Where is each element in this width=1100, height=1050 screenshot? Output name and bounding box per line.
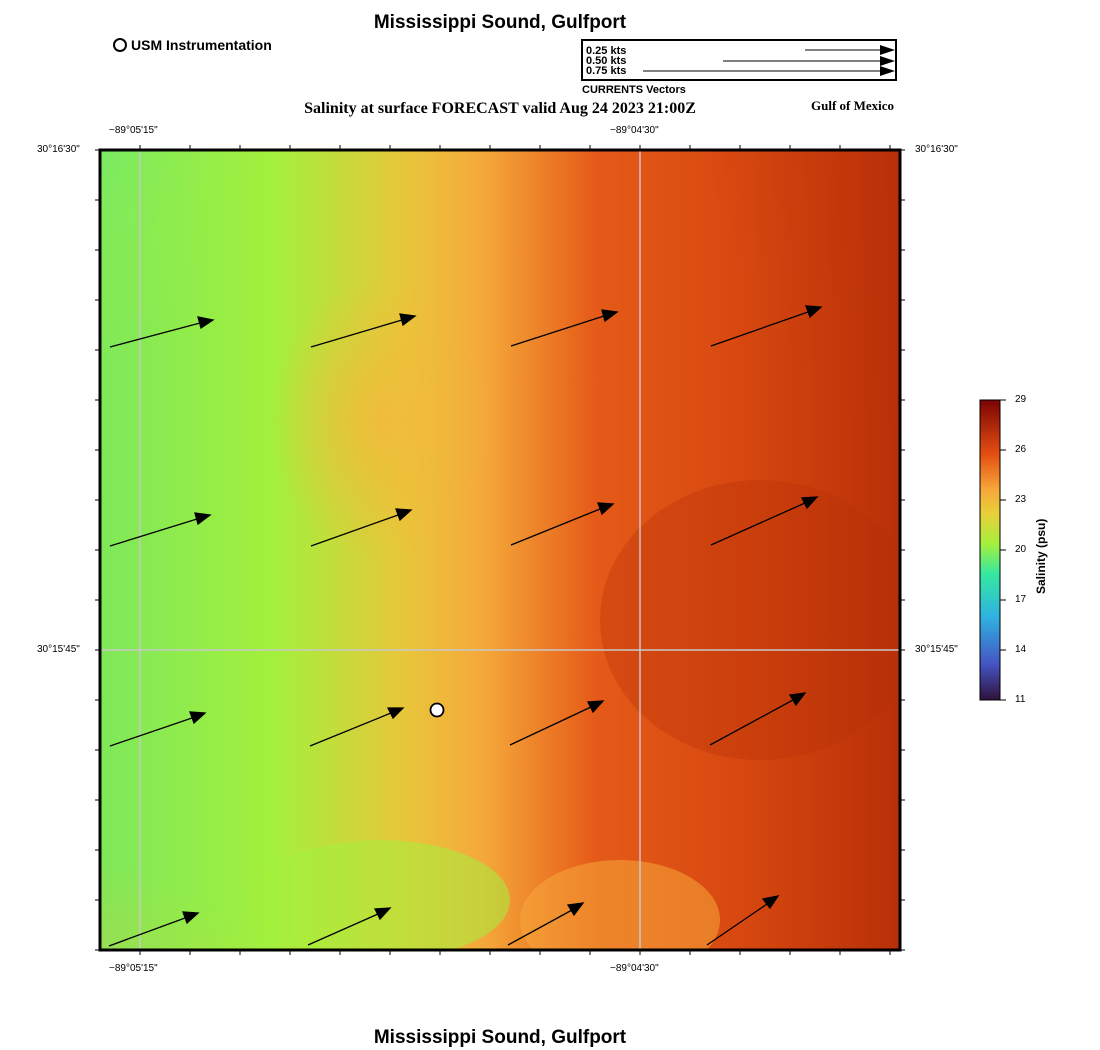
arrow-icon bbox=[194, 512, 212, 526]
colorbar-tick-label: 17 bbox=[1015, 594, 1027, 605]
lon-tick-label-bottom: −89°05'15" bbox=[109, 963, 158, 974]
arrow-icon bbox=[800, 496, 819, 510]
arrow-icon bbox=[805, 305, 823, 319]
arrow-icon bbox=[395, 508, 413, 522]
map-title: Mississippi Sound, Gulfport bbox=[373, 12, 627, 33]
arrow-icon bbox=[788, 692, 807, 707]
vector-legend-row-075: 0.75 kts bbox=[586, 65, 627, 77]
colorbar-tick-label: 29 bbox=[1015, 394, 1027, 405]
arrow-icon bbox=[880, 56, 895, 66]
lon-tick-label-bottom: −89°04'30" bbox=[610, 963, 659, 974]
current-vectors bbox=[108, 305, 823, 947]
arrow-icon bbox=[386, 707, 405, 720]
colorbar-tick-label: 20 bbox=[1015, 544, 1027, 555]
vector-legend-box: 0.25 kts 0.50 kts 0.75 kts bbox=[581, 39, 897, 81]
station-legend: USM Instrumentation bbox=[113, 37, 272, 53]
arrow-icon bbox=[189, 711, 207, 725]
lon-tick-label-top: −89°05'15" bbox=[109, 125, 158, 136]
map-footer-title: Mississippi Sound, Gulfport bbox=[373, 1027, 627, 1048]
station-legend-label: USM Instrumentation bbox=[131, 37, 272, 53]
lat-tick-label-right: 30°15'45" bbox=[915, 644, 958, 655]
arrow-icon bbox=[761, 895, 780, 910]
vector-legend-row-050: 0.50 kts bbox=[586, 55, 627, 67]
arrow-icon bbox=[373, 907, 392, 921]
map-subtitle: Salinity at surface FORECAST valid Aug 2… bbox=[304, 100, 696, 117]
lat-tick-label-left: 30°15'45" bbox=[37, 644, 80, 655]
vector-legend-caption: CURRENTS Vectors bbox=[582, 84, 686, 96]
arrow-icon bbox=[880, 66, 895, 76]
graticule bbox=[100, 150, 900, 950]
arrow-icon bbox=[182, 911, 200, 925]
station-marker-icon[interactable] bbox=[429, 702, 445, 718]
colorbar-tick-label: 26 bbox=[1015, 444, 1027, 455]
frame-ticks bbox=[95, 145, 905, 955]
colorbar-tick-label: 11 bbox=[1015, 694, 1026, 705]
station-marker-icon bbox=[113, 38, 127, 52]
colorbar-tick-label: 23 bbox=[1015, 494, 1027, 505]
lat-tick-label-left: 30°16'30" bbox=[37, 144, 80, 155]
arrow-icon bbox=[399, 313, 417, 327]
lon-tick-label-top: −89°04'30" bbox=[610, 125, 659, 136]
arrow-icon bbox=[566, 902, 585, 917]
colorbar-tick-label: 14 bbox=[1015, 644, 1027, 655]
region-label: Gulf of Mexico bbox=[811, 98, 895, 113]
arrow-icon bbox=[597, 502, 615, 516]
arrow-icon bbox=[880, 45, 895, 55]
colorbar bbox=[979, 399, 1001, 701]
vector-legend-row-025: 0.25 kts bbox=[586, 45, 627, 57]
vector-legend-arrows bbox=[643, 45, 895, 76]
lat-tick-label-right: 30°16'30" bbox=[915, 144, 958, 155]
arrow-icon bbox=[197, 316, 215, 330]
arrow-icon bbox=[601, 309, 619, 323]
arrow-icon bbox=[586, 700, 605, 714]
colorbar-ticks bbox=[1000, 399, 1006, 701]
colorbar-label: Salinity (psu) bbox=[1034, 518, 1048, 594]
